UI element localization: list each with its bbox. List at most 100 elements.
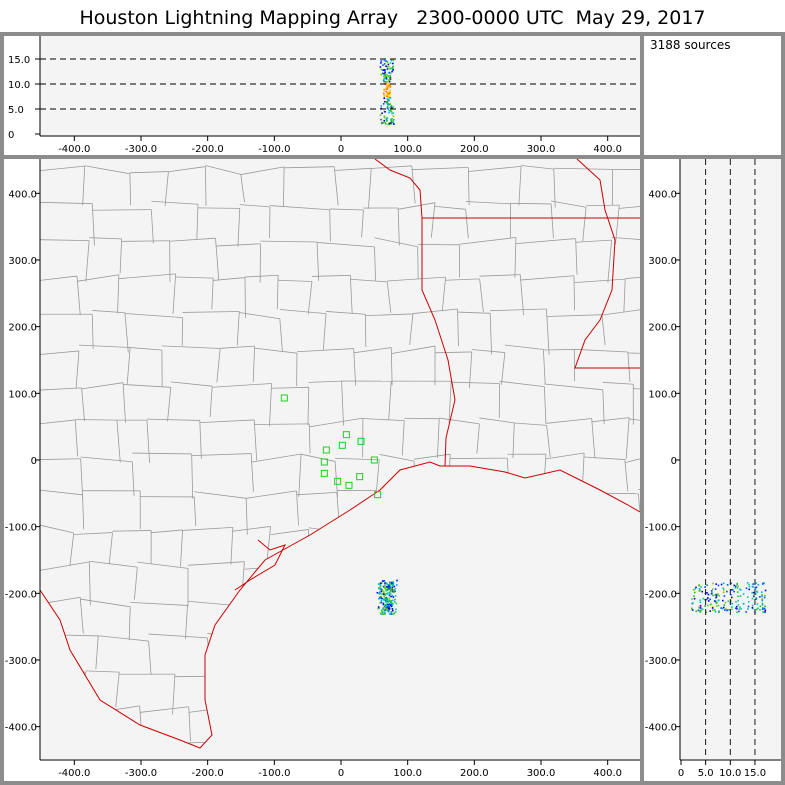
altitude-source-top [391,120,394,123]
county-line [300,564,304,602]
lightning-source [392,599,394,602]
county-line [182,526,233,531]
altitude-source-top [384,100,386,103]
county-line [116,420,121,463]
y-tick-label-side: -300.0 [645,656,677,667]
county-line [107,741,156,748]
county-line [85,670,120,673]
county-line [465,209,469,239]
county-line [635,743,640,746]
altitude-source-top [383,59,386,62]
lightning-source [390,605,393,608]
county-line [577,561,580,605]
altitude-source-side [761,606,764,609]
county-line [307,387,310,426]
altitude-source-side [691,607,693,610]
county-line [397,207,400,246]
lma-station-marker [338,441,346,449]
altitude-source-side [724,601,727,604]
county-line [137,561,189,569]
county-line [40,419,76,425]
county-line [591,417,630,423]
y-tick-label-side: 400.0 [648,189,677,200]
altitude-source-top [385,78,388,80]
lightning-source [379,601,381,604]
altitude-source-side [718,595,720,597]
county-line [573,706,614,715]
county-line [182,311,240,313]
county-line [76,274,119,282]
county-line [188,704,243,713]
altitude-source-side [764,589,767,592]
county-line [665,677,666,713]
county-line [117,274,120,314]
altitude-source-side [714,588,717,590]
county-line [92,209,152,211]
lightning-source [377,583,380,585]
y-tick-label-map: 200.0 [8,323,37,334]
altitude-source-side [737,585,740,587]
altitude-source-side [745,587,748,590]
altitude-source-side [731,589,734,591]
county-line [573,278,626,284]
lma-station-marker [356,473,364,481]
county-line [391,345,436,355]
county-line [365,313,413,317]
county-line [619,203,640,209]
altitude-source-side [706,604,709,607]
county-line [510,743,545,747]
altitude-source-side [693,595,695,598]
county-line [546,597,549,642]
altitude-source-side [751,585,754,588]
county-line [477,672,508,675]
county-line [361,209,364,238]
altitude-source-side [751,604,754,607]
county-line [191,453,252,457]
county-line [388,640,392,671]
altitude-source-side [735,605,738,608]
lightning-source [391,590,394,593]
altitude-source-side [710,593,713,595]
county-line [476,423,480,454]
altitude-source-side [764,611,766,613]
county-line [510,202,552,205]
x-tick-label-map: 200.0 [460,768,489,779]
altitude-source-top [390,59,393,62]
altitude-source-top [388,91,390,94]
lma-station-marker [320,458,328,466]
lightning-source [390,611,393,614]
altitude-source-side [702,597,704,600]
lightning-source [388,603,390,606]
lightning-source [391,584,394,587]
county-line [40,458,81,460]
county-line [222,676,226,715]
county-line [506,672,509,707]
county-line [212,383,272,388]
altitude-source-side [751,606,754,609]
county-line [253,419,258,461]
county-line [490,308,547,312]
county-line [84,165,130,175]
county-line [501,352,506,386]
altitude-source-side [762,611,764,613]
county-line [499,380,545,388]
lightning-source [380,588,382,591]
county-line [330,750,332,777]
lightning-source [395,608,397,611]
county-line [406,707,411,748]
altitude-source-top [387,84,389,86]
county-line [398,202,436,210]
county-line [587,633,640,640]
county-line [427,569,429,607]
county-line [167,387,172,422]
county-line [591,418,596,459]
altitude-source-top [385,85,388,87]
county-line [671,274,672,317]
county-line [448,454,451,494]
lightning-source [380,590,383,593]
altitude-source-side [711,607,714,609]
county-line [411,166,469,171]
altitude-source-top [392,59,395,62]
altitude-source-side [755,582,757,585]
county-line [602,389,605,425]
